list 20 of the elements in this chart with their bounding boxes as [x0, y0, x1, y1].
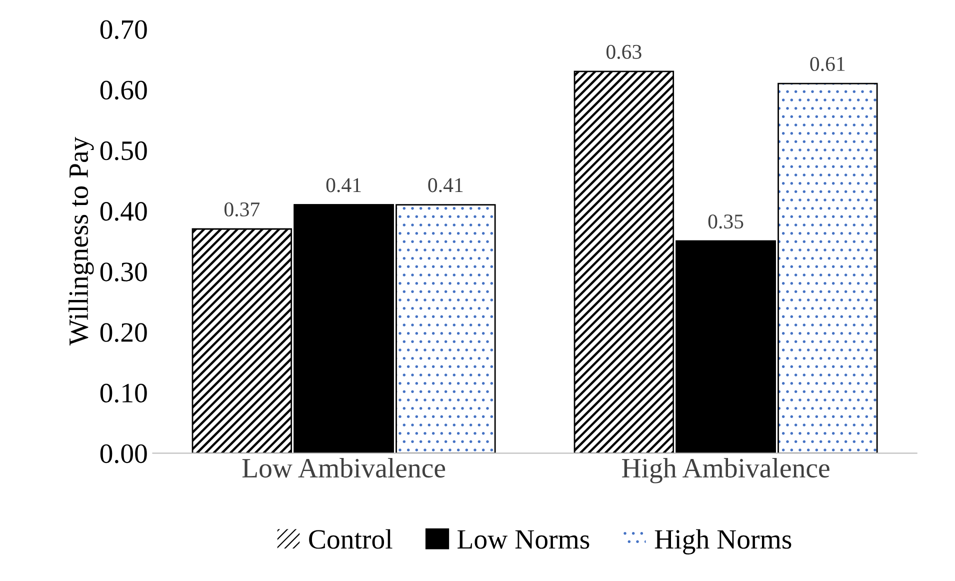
- y-tick-label: 0.40: [100, 202, 147, 221]
- y-tick-label: 0.20: [100, 323, 147, 342]
- legend-label: Low Norms: [458, 530, 590, 549]
- data-label: 0.61: [810, 56, 845, 72]
- y-axis-title: Willingness to Pay: [68, 136, 94, 346]
- data-label: 0.63: [606, 44, 642, 59]
- text: Control: [309, 529, 392, 549]
- data-label: 0.37: [224, 202, 260, 217]
- x-tick-label: Low Ambivalence: [242, 458, 446, 478]
- y-tick-label: 0.00: [100, 444, 147, 464]
- data-label: 0.41: [428, 178, 463, 192]
- legend-label: High Norms: [654, 529, 792, 555]
- y-tick-label: 0.50: [100, 141, 147, 160]
- y-tick-label: 0.60: [100, 80, 147, 100]
- data-label: 0.41: [326, 178, 361, 192]
- y-tick-label: 0.10: [100, 384, 147, 403]
- x-tick-label: High Ambivalence: [622, 458, 830, 484]
- y-tick-label: 0.30: [100, 262, 147, 282]
- y-tick-label: 0.70: [100, 20, 147, 40]
- data-label: 0.35: [708, 214, 744, 229]
